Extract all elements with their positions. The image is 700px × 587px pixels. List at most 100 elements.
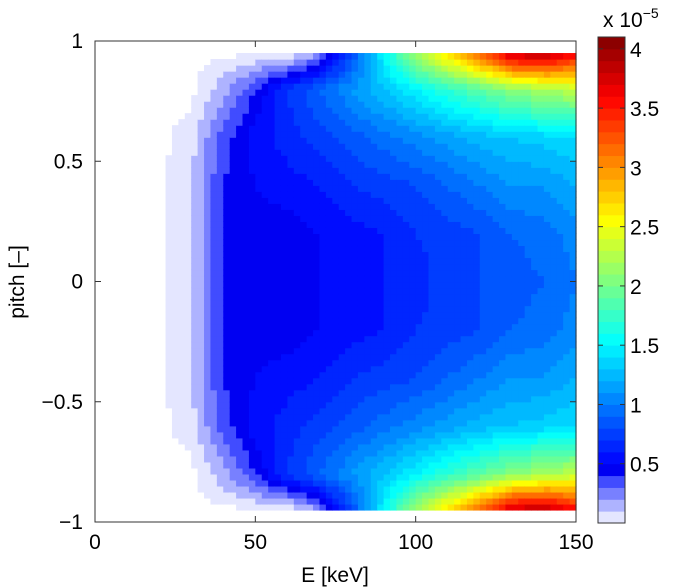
contour-cell [415,263,423,271]
contour-cell [422,461,430,469]
contour-cell [255,71,263,78]
contour-cell [499,329,507,337]
contour-cell [236,407,244,415]
contour-cell [531,353,539,361]
contour-cell [351,65,359,72]
contour-cell [261,53,269,60]
contour-cell [242,305,250,313]
contour-cell [543,341,551,349]
contour-cell [242,215,250,222]
contour-cell [216,485,224,493]
contour-cell [171,353,179,361]
contour-cell [479,503,487,511]
contour-cell [543,251,551,259]
contour-cell [569,425,577,433]
colorbar-band [598,499,625,512]
contour-cell [409,293,417,301]
contour-cell [319,185,327,192]
contour-cell [466,59,474,66]
contour-cell [556,293,564,301]
contour-cell [466,479,474,487]
contour-cell [236,455,244,463]
contour-cell [274,491,282,499]
contour-cell [274,353,282,361]
contour-cell [293,77,301,84]
contour-cell [204,431,212,439]
contour-cell [422,263,430,271]
contour-cell [428,275,436,283]
contour-cell [370,53,378,60]
contour-cell [306,407,314,415]
contour-cell [409,239,417,247]
contour-cell [229,323,237,331]
contour-cell [191,425,199,433]
contour-cell [492,215,500,222]
contour-cell [441,479,449,487]
contour-cell [210,125,218,132]
contour-cell [492,191,500,198]
contour-cell [511,275,519,283]
contour-cell [300,149,308,156]
contour-cell [377,275,385,283]
contour-cell [236,287,244,295]
contour-cell [409,197,417,204]
contour-cell [325,455,333,463]
contour-cell [300,251,308,259]
contour-cell [313,143,321,150]
contour-cell [191,431,199,439]
contour-cell [511,443,519,451]
contour-cell [325,467,333,475]
contour-cell [531,455,539,463]
contour-cell [492,485,500,493]
contour-cell [268,161,276,168]
contour-cell [370,137,378,144]
contour-cell [325,293,333,301]
contour-cell [300,437,308,445]
contour-cell [569,359,577,367]
contour-cell [370,317,378,325]
contour-cell [422,443,430,451]
contour-cell [370,167,378,174]
contour-cell [351,227,359,234]
contour-cell [370,191,378,198]
contour-cell [216,299,224,307]
contour-cell [511,215,519,222]
contour-cell [377,377,385,385]
contour-cell [287,317,295,325]
contour-cell [204,191,212,198]
contour-cell [377,131,385,138]
contour-cell [499,143,507,150]
contour-cell [236,413,244,421]
contour-cell [454,89,462,96]
contour-cell [268,125,276,132]
contour-cell [550,197,558,204]
contour-cell [287,443,295,451]
contour-cell [518,479,526,487]
contour-cell [332,275,340,283]
contour-cell [345,311,353,319]
contour-cell [402,479,410,487]
contour-cell [531,155,539,162]
contour-cell [370,101,378,108]
contour-cell [563,113,571,120]
contour-cell [409,413,417,421]
contour-cell [364,485,372,493]
contour-cell [204,377,212,385]
contour-cell [216,401,224,409]
contour-cell [236,245,244,253]
contour-cell [531,191,539,198]
contour-cell [556,251,564,259]
contour-cell [280,413,288,421]
contour-cell [319,245,327,253]
contour-cell [479,419,487,427]
contour-cell [184,173,192,180]
contour-cell [486,203,494,210]
contour-cell [313,101,321,108]
contour-cell [428,173,436,180]
contour-cell [370,293,378,301]
contour-cell [434,365,442,373]
contour-cell [280,173,288,180]
contour-cell [313,113,321,120]
contour-cell [236,461,244,469]
contour-cell [415,137,423,144]
